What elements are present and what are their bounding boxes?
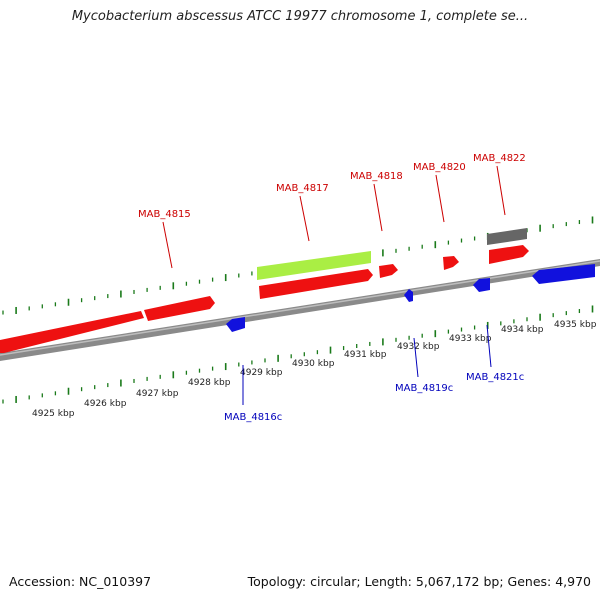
leader-line-mab-4815	[162, 221, 173, 269]
leader-line-mab-4818	[373, 183, 383, 232]
scale-labels: 4925 kbp 4926 kbp 4927 kbp 4928 kbp 4929 kbp…	[32, 320, 597, 419]
gene-mab-4823c[interactable]	[532, 264, 595, 284]
leader-line-mab-4821c	[486, 324, 492, 368]
gene-mab-4815-part1[interactable]	[0, 311, 144, 353]
gene-labels: MAB_4815 MAB_4816c MAB_4817 MAB_4818 MAB_481…	[138, 153, 526, 423]
leader-line-mab-4820	[435, 174, 445, 223]
gene-label-mab-4819c[interactable]: MAB_4819c	[395, 383, 453, 394]
gene-mab-4820[interactable]	[443, 256, 459, 270]
gene-label-mab-4817[interactable]: MAB_4817	[276, 183, 329, 194]
scale-label-4933: 4933 kbp	[449, 334, 492, 344]
backbone-highlight	[0, 260, 600, 356]
scale-label-4928: 4928 kbp	[188, 378, 231, 388]
genome-summary-text: Topology: circular; Length: 5,067,172 bp…	[247, 574, 591, 589]
scale-label-4932: 4932 kbp	[397, 342, 440, 352]
map-title: Mycobacterium abscessus ATCC 19977 chrom…	[71, 9, 529, 24]
scale-label-4931: 4931 kbp	[344, 350, 387, 360]
scale-label-4934: 4934 kbp	[501, 325, 544, 335]
scale-label-4925: 4925 kbp	[32, 409, 75, 419]
scale-label-4930: 4930 kbp	[292, 359, 335, 369]
gene-label-mab-4818[interactable]: MAB_4818	[350, 171, 403, 182]
accession-text: Accession: NC_010397	[9, 574, 152, 589]
gene-mab-4815-part2[interactable]	[144, 296, 215, 321]
leader-line-mab-4822	[496, 165, 506, 216]
gene-mab-4817-highlight[interactable]	[257, 251, 371, 280]
gene-label-mab-4816c[interactable]: MAB_4816c	[224, 412, 282, 423]
scale-label-4927: 4927 kbp	[136, 389, 179, 399]
gene-mab-4819c[interactable]	[404, 289, 413, 302]
gene-mab-4818[interactable]	[379, 264, 398, 278]
gene-label-mab-4815[interactable]: MAB_4815	[138, 209, 191, 220]
leader-line-mab-4817	[299, 195, 310, 242]
reverse-scale-ticks	[2, 305, 594, 404]
gene-mab-4816c[interactable]	[226, 317, 245, 332]
gene-mab-4821c[interactable]	[473, 278, 490, 292]
scale-label-4929: 4929 kbp	[240, 368, 283, 378]
feature-gray[interactable]	[487, 228, 527, 245]
gene-label-mab-4821c[interactable]: MAB_4821c	[466, 372, 524, 383]
scale-label-4926: 4926 kbp	[84, 399, 127, 409]
backbone	[0, 259, 600, 361]
gene-label-mab-4822[interactable]: MAB_4822	[473, 153, 526, 164]
scale-label-4935: 4935 kbp	[554, 320, 597, 330]
gene-label-mab-4820[interactable]: MAB_4820	[413, 162, 466, 173]
gene-mab-4817[interactable]	[259, 269, 373, 299]
leader-line-mab-4819c	[413, 337, 419, 378]
forward-features	[0, 228, 529, 353]
gene-mab-4822[interactable]	[489, 245, 529, 264]
reverse-features	[226, 264, 595, 332]
